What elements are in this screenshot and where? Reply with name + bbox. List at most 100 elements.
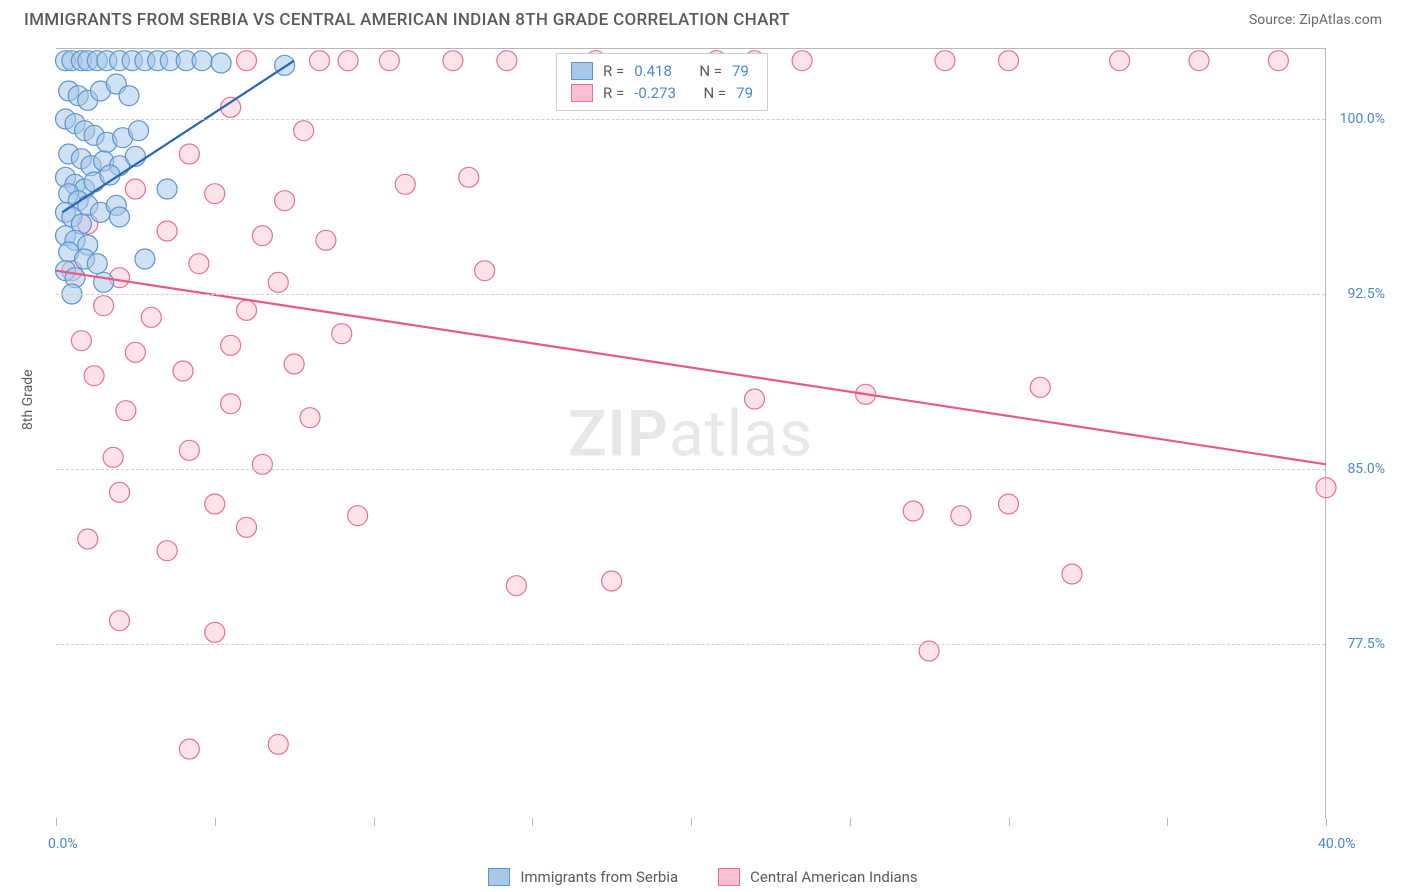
- swatch-serbia: [488, 868, 510, 886]
- correlation-legend: R = 0.418 N = 79 R = -0.273 N = 79: [556, 53, 768, 111]
- scatter-point: [951, 506, 971, 526]
- scatter-point: [300, 408, 320, 428]
- scatter-point: [84, 366, 104, 386]
- scatter-point: [338, 51, 358, 71]
- scatter-point: [141, 307, 161, 327]
- scatter-point: [179, 144, 199, 164]
- scatter-point: [157, 179, 177, 199]
- x-tick-label: 0.0%: [48, 836, 78, 852]
- y-tick-label: 77.5%: [1347, 636, 1385, 652]
- legend-item-serbia: Immigrants from Serbia: [488, 868, 678, 886]
- scatter-point: [1030, 377, 1050, 397]
- scatter-point: [221, 394, 241, 414]
- scatter-point: [94, 272, 114, 292]
- scatter-point: [205, 184, 225, 204]
- y-tick-label: 85.0%: [1347, 461, 1385, 477]
- swatch-cai: [571, 84, 593, 102]
- scatter-svg: [56, 49, 1325, 818]
- scatter-point: [110, 207, 130, 227]
- chart-title: IMMIGRANTS FROM SERBIA VS CENTRAL AMERIC…: [24, 10, 790, 30]
- scatter-point: [379, 51, 399, 71]
- scatter-point: [443, 51, 463, 71]
- scatter-point: [395, 174, 415, 194]
- y-tick-label: 100.0%: [1340, 111, 1385, 127]
- scatter-point: [110, 611, 130, 631]
- legend-item-cai: Central American Indians: [718, 868, 918, 886]
- scatter-point: [116, 401, 136, 421]
- scatter-point: [332, 324, 352, 344]
- scatter-point: [71, 331, 91, 351]
- scatter-point: [284, 354, 304, 374]
- scatter-point: [1316, 478, 1336, 498]
- r-value-serbia: 0.418: [634, 62, 672, 80]
- scatter-point: [475, 261, 495, 281]
- scatter-point: [316, 230, 336, 250]
- scatter-point: [237, 300, 257, 320]
- y-tick-label: 92.5%: [1347, 286, 1385, 302]
- scatter-point: [157, 221, 177, 241]
- r-label: R =: [603, 84, 624, 102]
- chart-header: IMMIGRANTS FROM SERBIA VS CENTRAL AMERIC…: [0, 0, 1406, 36]
- scatter-point: [110, 482, 130, 502]
- scatter-point: [1268, 51, 1288, 71]
- trend-line: [56, 271, 1326, 465]
- scatter-point: [1062, 564, 1082, 584]
- r-value-cai: -0.273: [634, 84, 676, 102]
- series-legend: Immigrants from Serbia Central American …: [0, 868, 1406, 886]
- scatter-point: [252, 226, 272, 246]
- scatter-point: [192, 51, 212, 71]
- scatter-point: [792, 51, 812, 71]
- n-value-serbia: 79: [732, 62, 749, 80]
- scatter-point: [497, 51, 517, 71]
- scatter-point: [211, 53, 231, 73]
- scatter-point: [506, 576, 526, 596]
- scatter-point: [78, 529, 98, 549]
- scatter-point: [179, 739, 199, 759]
- scatter-point: [459, 167, 479, 187]
- scatter-point: [237, 51, 257, 71]
- scatter-point: [205, 622, 225, 642]
- scatter-point: [1189, 51, 1209, 71]
- legend-row-serbia: R = 0.418 N = 79: [571, 60, 753, 82]
- scatter-point: [125, 179, 145, 199]
- scatter-point: [999, 51, 1019, 71]
- scatter-point: [348, 506, 368, 526]
- x-tick-label: 40.0%: [1318, 836, 1356, 852]
- scatter-point: [903, 501, 923, 521]
- scatter-point: [189, 254, 209, 274]
- scatter-point: [173, 361, 193, 381]
- n-label: N =: [703, 84, 726, 102]
- n-value-cai: 79: [736, 84, 753, 102]
- legend-row-cai: R = -0.273 N = 79: [571, 82, 753, 104]
- scatter-point: [999, 494, 1019, 514]
- scatter-point: [119, 86, 139, 106]
- chart-source: Source: ZipAtlas.com: [1249, 12, 1382, 28]
- scatter-point: [135, 249, 155, 269]
- r-label: R =: [603, 62, 624, 80]
- scatter-point: [125, 342, 145, 362]
- scatter-point: [1110, 51, 1130, 71]
- scatter-point: [205, 494, 225, 514]
- scatter-point: [268, 734, 288, 754]
- scatter-point: [157, 541, 177, 561]
- scatter-point: [310, 51, 330, 71]
- scatter-point: [252, 454, 272, 474]
- scatter-point: [94, 296, 114, 316]
- swatch-cai: [718, 868, 740, 886]
- legend-label-serbia: Immigrants from Serbia: [520, 868, 678, 886]
- chart-plot-area: R = 0.418 N = 79 R = -0.273 N = 79 ZIPat…: [56, 48, 1326, 818]
- legend-label-cai: Central American Indians: [750, 868, 918, 886]
- scatter-point: [294, 121, 314, 141]
- y-axis-label: 8th Grade: [20, 369, 36, 430]
- scatter-point: [87, 254, 107, 274]
- scatter-point: [129, 121, 149, 141]
- scatter-point: [745, 389, 765, 409]
- scatter-point: [268, 272, 288, 292]
- n-label: N =: [699, 62, 722, 80]
- scatter-point: [221, 335, 241, 355]
- scatter-point: [237, 517, 257, 537]
- scatter-point: [935, 51, 955, 71]
- scatter-point: [179, 440, 199, 460]
- swatch-serbia: [571, 62, 593, 80]
- scatter-point: [103, 447, 123, 467]
